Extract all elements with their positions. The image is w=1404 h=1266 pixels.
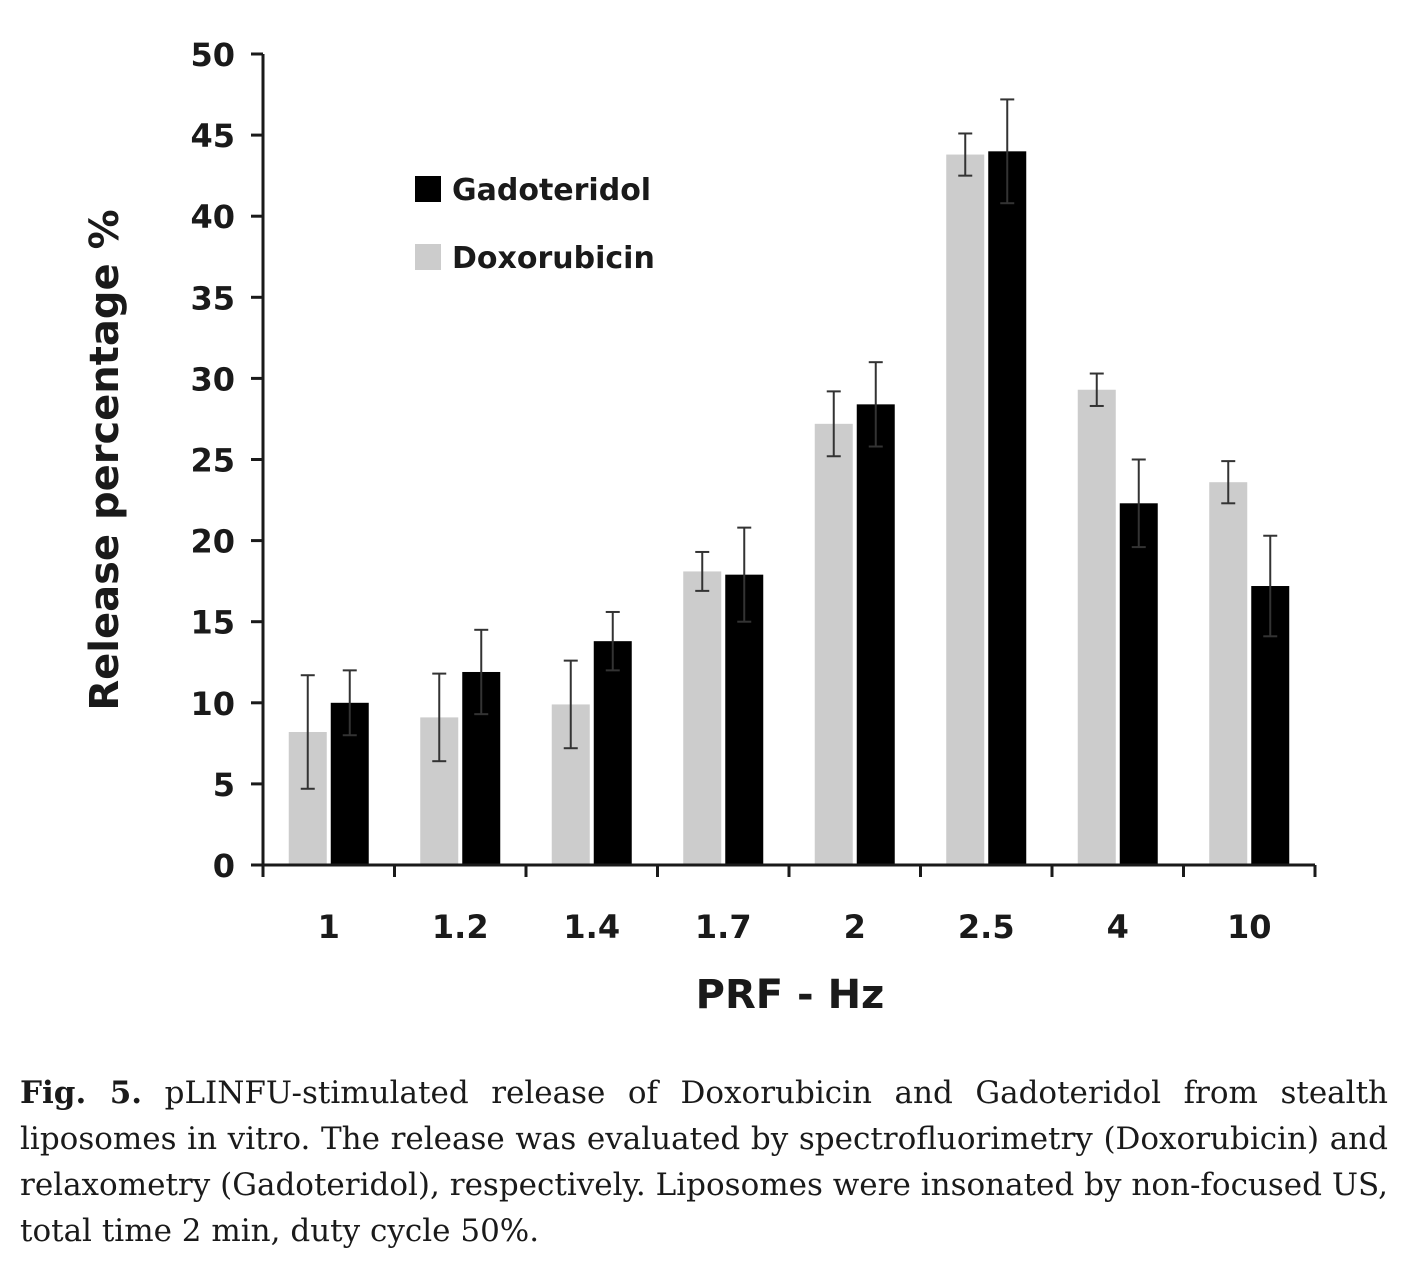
x-tick-label: 1 (318, 908, 340, 946)
bar-gadoteridol-1_4 (593, 641, 632, 865)
y-tick-label: 10 (190, 685, 235, 723)
bar-chart: 0 5 10 15 20 25 30 35 40 45 50 1 1.2 1.4 1.7 2 2.5 4 10 R… (82, 36, 1317, 1018)
bar-doxorubicin-10 (1209, 482, 1248, 865)
x-tick-label: 2 (844, 908, 866, 946)
figure-caption: Fig. 5. pLINFU-stimulated release of Dox… (20, 1070, 1388, 1254)
y-tick-label: 5 (213, 766, 235, 804)
y-tick-label: 45 (190, 117, 235, 155)
y-tick-label: 0 (213, 847, 235, 885)
bars-group (288, 151, 1290, 866)
x-axis-title: PRF - Hz (696, 972, 885, 1018)
y-axis-title: Release percentage % (82, 209, 128, 710)
figure-label: Fig. 5. (20, 1075, 143, 1111)
y-tick-label: 20 (190, 523, 235, 561)
bar-doxorubicin-2_5 (946, 154, 985, 866)
legend: Gadoteridol Doxorubicin (415, 173, 655, 276)
x-tick-label: 1.2 (432, 908, 489, 946)
y-tick-label: 25 (190, 442, 235, 480)
y-ticks-group: 0 5 10 15 20 25 30 35 40 45 50 (190, 36, 263, 885)
legend-label-gadoteridol: Gadoteridol (452, 173, 651, 208)
legend-swatch-gadoteridol (415, 176, 441, 202)
error-bars-group (300, 98, 1278, 790)
x-tick-label: 1.4 (563, 908, 620, 946)
y-tick-label: 40 (190, 198, 235, 236)
legend-swatch-doxorubicin (415, 244, 441, 270)
y-tick-label: 50 (190, 36, 235, 74)
x-ticks-group: 1 1.2 1.4 1.7 2 2.5 4 10 (261, 865, 1317, 946)
bar-gadoteridol-1_7 (725, 574, 764, 865)
y-tick-label: 15 (190, 604, 235, 642)
bar-doxorubicin-1_7 (683, 571, 722, 865)
bar-doxorubicin-4 (1077, 389, 1116, 865)
bar-gadoteridol-2_5 (988, 151, 1027, 865)
y-tick-label: 30 (190, 360, 235, 398)
x-tick-label: 4 (1107, 908, 1129, 946)
bar-gadoteridol-2 (856, 404, 895, 865)
x-tick-label: 2.5 (958, 908, 1015, 946)
bar-gadoteridol-4 (1119, 503, 1158, 865)
y-tick-label: 35 (190, 279, 235, 317)
bar-doxorubicin-2 (814, 423, 853, 865)
x-tick-label: 1.7 (695, 908, 752, 946)
legend-label-doxorubicin: Doxorubicin (452, 241, 655, 276)
caption-text: pLINFU-stimulated release of Doxorubicin… (20, 1075, 1388, 1249)
x-tick-label: 10 (1227, 908, 1272, 946)
